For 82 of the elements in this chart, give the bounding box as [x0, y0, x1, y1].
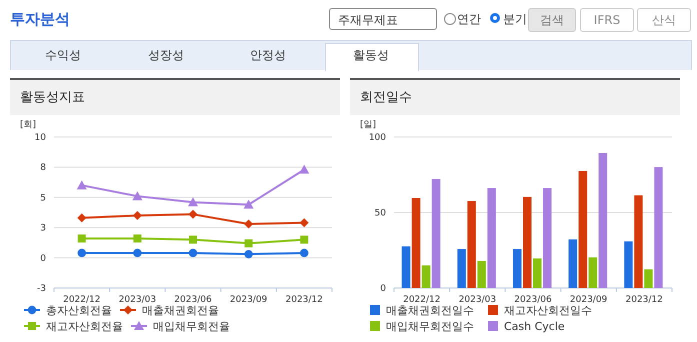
y-tick-label: 100 [368, 133, 386, 143]
point [133, 248, 142, 258]
y-axis-title: [일] [360, 120, 376, 130]
point [78, 248, 86, 258]
x-tick-label: 2023/06 [514, 295, 552, 305]
point [300, 236, 308, 244]
bar [477, 260, 486, 288]
point [133, 234, 142, 242]
x-tick-label: 2023/06 [174, 295, 212, 305]
point [244, 250, 253, 258]
x-tick-label: 2022/12 [403, 295, 440, 305]
x-tick-label: 2023/09 [230, 295, 268, 305]
y-tick-label: 0 [40, 254, 46, 264]
point [78, 234, 86, 242]
point [244, 200, 254, 209]
x-tick-label: 2023/09 [570, 295, 608, 305]
x-tick-label: 2022/12 [63, 295, 100, 305]
text: 활동성 [353, 47, 389, 64]
x-tick-label: 2023/03 [118, 295, 156, 305]
bar [568, 239, 578, 288]
bar [422, 265, 430, 288]
legend-label: 재고자산회전율 [46, 320, 123, 333]
text: 수익성 [45, 47, 81, 64]
y-axis-title: [회] [20, 120, 36, 130]
chart-title: 활동성지표 [20, 89, 85, 106]
bar [412, 198, 420, 288]
point [188, 248, 198, 258]
point [244, 219, 254, 228]
x-tick-label: 2023/12 [286, 295, 323, 305]
bar [588, 257, 598, 288]
text: 투자분석 [10, 10, 70, 29]
chart-title: 회전일수 [360, 89, 412, 106]
bar [512, 249, 522, 288]
point [188, 210, 198, 219]
x-tick-label: 2023/12 [626, 295, 663, 305]
point [300, 218, 309, 228]
bar [598, 153, 608, 288]
y-tick-label: 5 [40, 193, 46, 204]
point [300, 248, 308, 258]
point [76, 180, 87, 190]
y-tick-label: -3 [37, 284, 46, 294]
legend-label: 재고자산회전일수 [504, 304, 592, 317]
point [189, 236, 197, 244]
text: 검색 [528, 8, 576, 32]
y-tick-label: 3 [40, 224, 46, 234]
text: 연간 [457, 11, 481, 28]
text: 산식 [637, 8, 691, 32]
legend-label: 총자산회전율 [46, 304, 112, 317]
point [244, 239, 253, 248]
bar [543, 188, 552, 288]
text: 성장성 [148, 47, 184, 64]
bar [457, 249, 466, 288]
legend-label: 매출채권회전일수 [386, 304, 474, 317]
bar [624, 241, 633, 288]
legend-label: 매입채무회전율 [153, 320, 230, 333]
x-tick-label: 2023/03 [458, 295, 496, 305]
text: 주재무제표 [329, 8, 437, 30]
legend-label: 매입채무회전일수 [386, 320, 474, 333]
y-tick-label: 0 [380, 284, 386, 294]
point [77, 213, 86, 222]
bar [644, 269, 653, 288]
bar [522, 196, 532, 288]
point [299, 164, 310, 174]
text: 안정성 [250, 47, 286, 64]
bar [402, 246, 410, 288]
text: IFRS [580, 8, 634, 32]
bar [533, 258, 542, 288]
legend-label: Cash Cycle [504, 320, 565, 333]
text: 분기 [503, 11, 527, 28]
point [132, 191, 142, 200]
y-tick-label: 10 [34, 133, 46, 143]
bar [578, 170, 588, 288]
bar [487, 188, 496, 288]
bar [467, 201, 476, 288]
bar [634, 195, 643, 288]
y-tick-label: 50 [374, 208, 386, 218]
legend-label: 매출채권회전율 [142, 304, 219, 317]
y-tick-label: 8 [40, 163, 46, 174]
point [188, 197, 198, 206]
bar [654, 167, 663, 288]
point [132, 211, 142, 220]
bar [432, 178, 440, 288]
